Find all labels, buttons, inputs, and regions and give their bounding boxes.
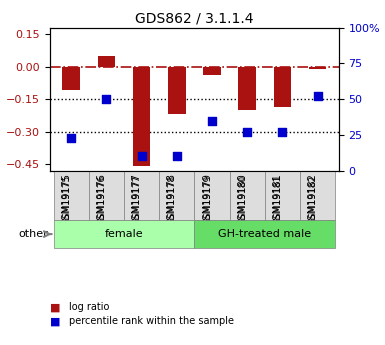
Point <box>280 129 286 135</box>
Text: GSM19178: GSM19178 <box>167 173 177 226</box>
Text: GH-treated male: GH-treated male <box>218 229 311 239</box>
FancyBboxPatch shape <box>265 171 300 220</box>
Text: GSM19176: GSM19176 <box>97 175 106 224</box>
Point <box>68 135 74 140</box>
Bar <box>274 67 291 107</box>
FancyBboxPatch shape <box>194 171 229 220</box>
Point <box>315 93 321 99</box>
Point <box>103 96 109 102</box>
FancyBboxPatch shape <box>89 171 124 220</box>
Text: GSM19177: GSM19177 <box>132 173 142 226</box>
Text: GSM19176: GSM19176 <box>96 173 106 226</box>
Bar <box>168 67 186 114</box>
Text: other: other <box>18 229 48 239</box>
Bar <box>309 67 326 69</box>
Text: percentile rank within the sample: percentile rank within the sample <box>69 316 234 326</box>
Text: GSM19182: GSM19182 <box>308 173 318 226</box>
FancyBboxPatch shape <box>159 171 194 220</box>
Text: GSM19179: GSM19179 <box>203 175 212 224</box>
Text: GSM19181: GSM19181 <box>273 175 283 224</box>
Bar <box>97 56 115 67</box>
Bar <box>62 67 80 90</box>
Text: GSM19179: GSM19179 <box>202 173 212 226</box>
Text: log ratio: log ratio <box>69 303 110 313</box>
Bar <box>238 67 256 110</box>
Title: GDS862 / 3.1.1.4: GDS862 / 3.1.1.4 <box>135 11 254 25</box>
Text: GSM19181: GSM19181 <box>273 173 283 226</box>
Point <box>209 118 215 124</box>
Text: female: female <box>105 229 143 239</box>
Point <box>139 154 145 159</box>
Text: GSM19175: GSM19175 <box>62 175 71 224</box>
Text: GSM19178: GSM19178 <box>168 175 177 224</box>
FancyBboxPatch shape <box>54 220 194 248</box>
Text: ■: ■ <box>50 316 60 326</box>
Bar <box>133 67 151 166</box>
Point <box>244 129 250 135</box>
FancyBboxPatch shape <box>124 171 159 220</box>
Text: ■: ■ <box>50 303 60 313</box>
Point <box>174 154 180 159</box>
Text: GSM19180: GSM19180 <box>238 175 247 224</box>
Text: GSM19175: GSM19175 <box>61 173 71 226</box>
Text: GSM19182: GSM19182 <box>309 175 318 224</box>
Bar <box>203 67 221 75</box>
FancyBboxPatch shape <box>194 220 335 248</box>
FancyBboxPatch shape <box>54 171 89 220</box>
FancyBboxPatch shape <box>229 171 265 220</box>
FancyBboxPatch shape <box>300 171 335 220</box>
Text: GSM19177: GSM19177 <box>132 175 142 224</box>
Text: GSM19180: GSM19180 <box>237 173 247 226</box>
